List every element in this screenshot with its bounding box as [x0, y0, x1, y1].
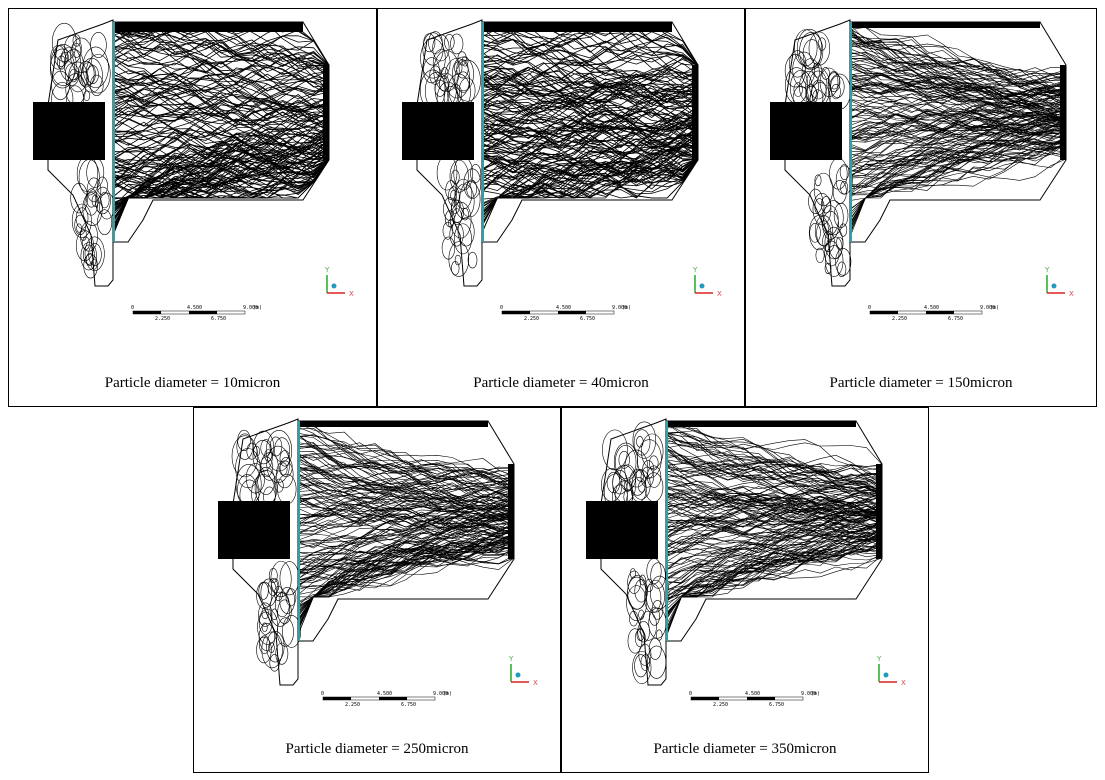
- inlet: [33, 102, 105, 160]
- trajectory-image: [218, 419, 514, 685]
- chamber-top-band: [666, 421, 856, 427]
- scale-seg: [379, 697, 407, 700]
- scale-label: 0: [500, 305, 503, 311]
- scale-seg: [502, 311, 530, 314]
- axis-y-label: Y: [692, 266, 698, 274]
- swirl: [816, 248, 824, 263]
- panel: YX04.5009.000(m)2.2506.750Particle diame…: [746, 9, 1097, 407]
- chamber-top-band: [850, 22, 1040, 28]
- scale-seg: [133, 311, 161, 314]
- axis-z: [700, 284, 705, 289]
- scale-label: 4.500: [377, 691, 392, 697]
- scale-seg: [558, 311, 586, 314]
- scale-label: 2.250: [892, 316, 907, 322]
- scale-label: 4.500: [924, 305, 939, 311]
- panel: YX04.5009.000(m)2.2506.750Particle diame…: [562, 408, 929, 773]
- trajectory-image: [770, 20, 1066, 286]
- figure: YX04.5009.000(m)2.2506.750Particle diame…: [0, 0, 1105, 780]
- axis-x-label: X: [717, 290, 722, 298]
- axis-y-label: Y: [508, 655, 514, 663]
- axis-x-label: X: [533, 679, 538, 687]
- caption: Particle diameter = 250micron: [286, 741, 469, 757]
- chamber-right-band: [323, 65, 329, 160]
- axis-z: [1052, 284, 1057, 289]
- scale-label: 6.750: [401, 702, 416, 708]
- scale-seg: [926, 311, 954, 314]
- panel: YX04.5009.000(m)2.2506.750Particle diame…: [9, 9, 377, 407]
- axis-y-label: Y: [876, 655, 882, 663]
- scale-unit: (m): [811, 691, 820, 697]
- trajectory-image: [402, 20, 698, 286]
- scale-label: 0: [689, 691, 692, 697]
- scale-seg: [691, 697, 719, 700]
- scale-label: 2.250: [155, 316, 170, 322]
- chamber-right-band: [508, 464, 514, 559]
- inlet: [770, 102, 842, 160]
- scale-label: 4.500: [745, 691, 760, 697]
- scale-label: 0: [131, 305, 134, 311]
- caption: Particle diameter = 350micron: [654, 741, 837, 757]
- scale-unit: (m): [443, 691, 452, 697]
- trajectory-image: [33, 20, 329, 286]
- scale-seg: [189, 311, 217, 314]
- axis-y-label: Y: [324, 266, 330, 274]
- scale-unit: (m): [622, 305, 631, 311]
- scale-label: 6.750: [580, 316, 595, 322]
- chamber-top-band: [113, 22, 303, 32]
- scale-seg: [870, 311, 898, 314]
- chamber-top-band: [482, 22, 672, 32]
- axis-x-label: X: [349, 290, 354, 298]
- chamber-top-band: [298, 421, 488, 427]
- panel: YX04.5009.000(m)2.2506.750Particle diame…: [378, 9, 745, 407]
- scale-label: 2.250: [524, 316, 539, 322]
- scale-label: 6.750: [769, 702, 784, 708]
- axis-z: [516, 673, 521, 678]
- scale-seg: [323, 697, 351, 700]
- scale-label: 6.750: [948, 316, 963, 322]
- caption: Particle diameter = 40micron: [473, 375, 649, 391]
- trajectory-image: [586, 419, 882, 685]
- panel: YX04.5009.000(m)2.2506.750Particle diame…: [194, 408, 561, 773]
- axis-x-label: X: [901, 679, 906, 687]
- scale-label: 6.750: [211, 316, 226, 322]
- axis-y-label: Y: [1044, 266, 1050, 274]
- scale-unit: (m): [990, 305, 999, 311]
- chamber-right-band: [692, 65, 698, 160]
- inlet: [218, 501, 290, 559]
- axis-z: [332, 284, 337, 289]
- scale-label: 0: [321, 691, 324, 697]
- swirl: [442, 237, 455, 259]
- axis-x-label: X: [1069, 290, 1074, 298]
- caption: Particle diameter = 10micron: [105, 375, 281, 391]
- swirl: [451, 261, 459, 275]
- scale-label: 2.250: [345, 702, 360, 708]
- scale-label: 2.250: [713, 702, 728, 708]
- inlet: [586, 501, 658, 559]
- caption: Particle diameter = 150micron: [830, 375, 1013, 391]
- scale-label: 0: [868, 305, 871, 311]
- inlet: [402, 102, 474, 160]
- scale-seg: [747, 697, 775, 700]
- scale-label: 4.500: [187, 305, 202, 311]
- axis-z: [884, 673, 889, 678]
- chamber-right-band: [876, 464, 882, 559]
- chamber-right-band: [1060, 65, 1066, 160]
- swirl: [628, 629, 642, 654]
- scale-unit: (m): [253, 305, 262, 311]
- scale-label: 4.500: [556, 305, 571, 311]
